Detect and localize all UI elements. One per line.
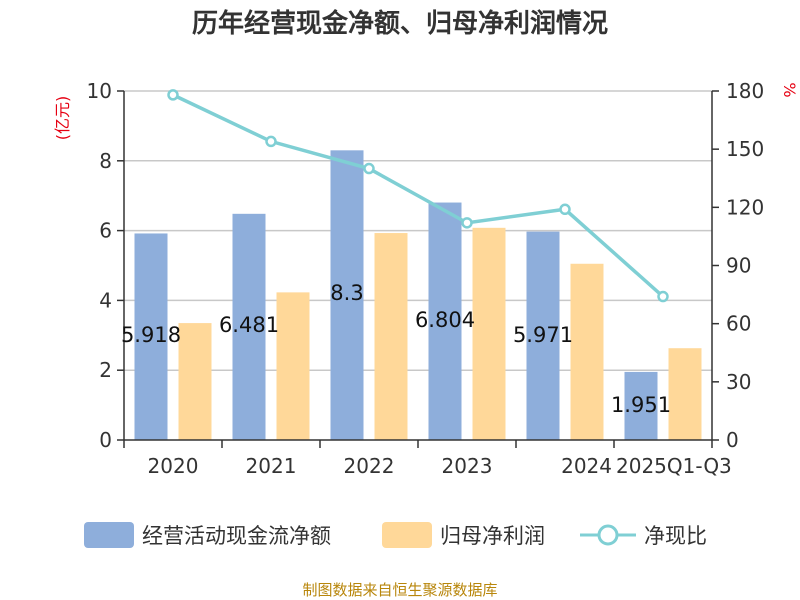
bar-ocf [526,231,560,440]
left-tick-label: 6 [99,219,112,243]
bar-ocf [330,150,364,440]
bar-profit [276,292,310,440]
chart-title: 历年经营现金净额、归母净利润情况 [192,8,608,39]
ratio-line [167,89,669,303]
right-tick-label: 180 [726,79,764,103]
ratio-point [657,290,669,303]
legend-label-profit: 归母净利润 [440,524,545,548]
x-tick-label: 2021 [246,454,297,478]
right-axis-unit: % [780,82,799,97]
legend-swatch-profit [382,522,432,548]
bar-ocf [428,202,462,440]
bar-profit [668,348,702,440]
left-tick-label: 10 [87,79,112,103]
ratio-point [167,89,179,101]
gridlines [124,90,712,371]
x-tick-label: 2023 [442,454,493,478]
right-tick-label: 60 [726,312,751,336]
right-tick-label: 30 [726,370,751,394]
bar-profit [178,323,212,440]
bar-value-label: 6.481 [219,313,279,337]
bar-value-label: 8.3 [330,281,363,305]
bar-value-label: 6.804 [415,308,475,332]
bar-profit [472,227,506,440]
bar-value-label: 5.918 [121,323,181,347]
bar-value-label: 5.971 [513,323,573,347]
left-axis-unit: (亿元) [53,96,72,141]
x-tick-label: 2025Q1-Q3 [616,454,732,478]
legend-label-ratio: 净现比 [644,524,707,548]
legend-swatch-ocf [84,522,134,548]
bar-value-label: 1.951 [611,393,671,417]
source-note: 制图数据来自恒生聚源数据库 [302,581,497,599]
x-tick-label: 2024 [561,454,612,478]
legend: 经营活动现金流净额 归母净利润 净现比 [84,522,707,548]
right-tick-label: 0 [726,428,739,452]
bar-ocf [232,213,266,440]
x-tick-label: 2020 [148,454,199,478]
bar-labels: 5.918 6.481 8.3 6.804 5.971 1.951 [121,281,671,417]
left-tick-label: 0 [99,428,112,452]
bar-ocf [624,371,658,440]
x-tick-label: 2022 [344,454,395,478]
left-tick-label: 4 [99,288,112,312]
right-tick-label: 150 [726,137,764,161]
axes [117,90,719,448]
right-tick-label: 90 [726,254,751,278]
ratio-point [461,217,473,229]
bar-ocf [134,233,168,440]
left-tick-label: 8 [99,149,112,173]
bar-profit [374,233,408,440]
legend-marker-ratio [597,524,619,546]
bars [134,150,702,440]
ratio-point [559,203,571,216]
ratio-polyline [172,93,665,298]
right-tick-label: 120 [726,195,764,219]
ratio-point [363,162,375,175]
left-tick-label: 2 [99,358,112,382]
ratio-point [265,135,277,148]
tick-labels: 0 2 4 6 8 10 0 30 60 90 120 150 180 2020 2021 2022 2023 2… [87,79,765,478]
legend-label-ocf: 经营活动现金流净额 [142,524,331,548]
bar-profit [570,263,604,440]
